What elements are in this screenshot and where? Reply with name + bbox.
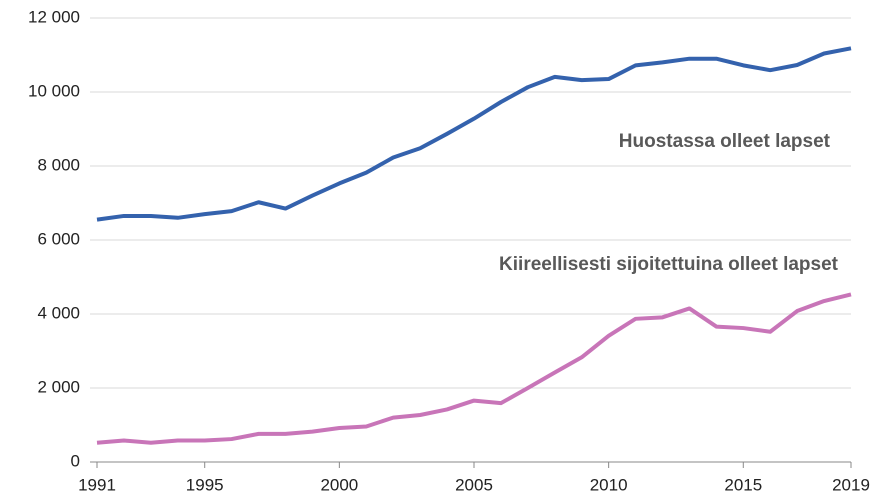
series-label: Kiireellisesti sijoitettuina olleet laps… [499,254,839,275]
x-tick-label: 2005 [455,475,493,494]
y-tick-label: 0 [71,451,80,470]
x-tick-label: 2000 [320,475,358,494]
series-line [96,292,852,445]
y-tick-label: 6 000 [37,229,80,248]
x-tick-label: 1991 [78,475,116,494]
x-tick-label: 2019 [832,475,870,494]
x-tick-label: 2010 [590,475,628,494]
y-tick-label: 8 000 [37,155,80,174]
series-label: Huostassa olleet lapset [619,131,831,152]
y-tick-label: 10 000 [28,81,80,100]
x-tick-label: 1995 [186,475,224,494]
y-tick-label: 4 000 [37,303,80,322]
y-tick-label: 12 000 [28,7,80,26]
x-tick-label: 2015 [724,475,762,494]
y-tick-label: 2 000 [37,377,80,396]
series-line [96,46,852,222]
